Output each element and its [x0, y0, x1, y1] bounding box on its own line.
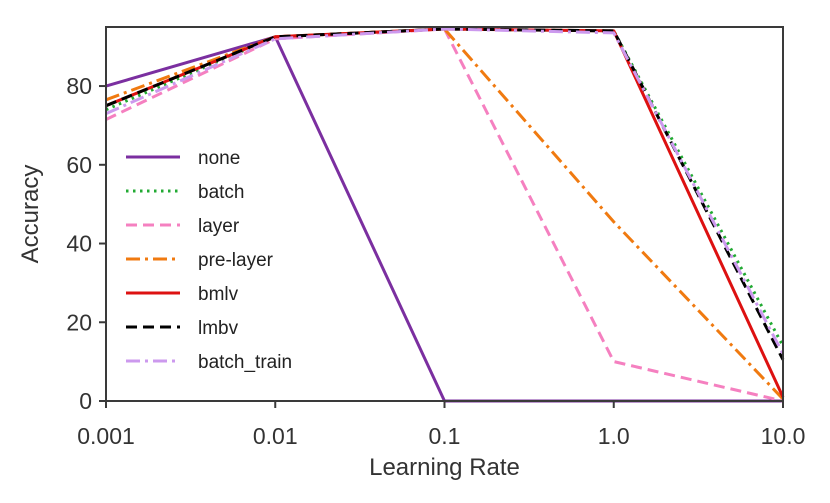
- y-axis-ticks: 0 20 40 60 80: [66, 73, 106, 414]
- legend: none batch layer pre-layer bmlv lmbv batch_tra…: [126, 148, 292, 373]
- series-line-lmbv: [105, 27, 785, 361]
- legend-label-bmlv: bmlv: [198, 284, 239, 305]
- x-tick-label: 1.0: [598, 423, 630, 449]
- series-line-batch-train: [105, 27, 785, 355]
- legend-label-layer: layer: [198, 216, 240, 237]
- legend-label-none: none: [198, 148, 240, 169]
- y-axis-label: Accuracy: [17, 165, 44, 264]
- y-tick-label: 20: [66, 309, 92, 335]
- series-layer: [105, 27, 785, 403]
- x-tick-label: 0.1: [429, 423, 461, 449]
- y-tick-label: 40: [66, 231, 92, 257]
- legend-label-lmbv: lmbv: [198, 318, 239, 339]
- x-axis-ticks: 0.001 0.01 0.1 1.0 10.0: [77, 401, 805, 449]
- x-axis-label: Learning Rate: [369, 454, 520, 481]
- y-tick-label: 80: [66, 73, 92, 99]
- x-tick-label: 0.001: [77, 423, 135, 449]
- series-line-layer: [105, 27, 784, 403]
- series-line-pre-layer: [105, 27, 785, 401]
- y-tick-label: 0: [79, 388, 92, 414]
- series-line-bmlv: [105, 27, 785, 398]
- legend-label-batch-train: batch_train: [198, 352, 292, 373]
- x-tick-label: 10.0: [761, 423, 806, 449]
- legend-label-pre-layer: pre-layer: [198, 250, 274, 271]
- legend-label-batch: batch: [198, 182, 244, 203]
- y-tick-label: 60: [66, 152, 92, 178]
- x-tick-label: 0.01: [253, 423, 298, 449]
- plot-frame: [105, 26, 784, 402]
